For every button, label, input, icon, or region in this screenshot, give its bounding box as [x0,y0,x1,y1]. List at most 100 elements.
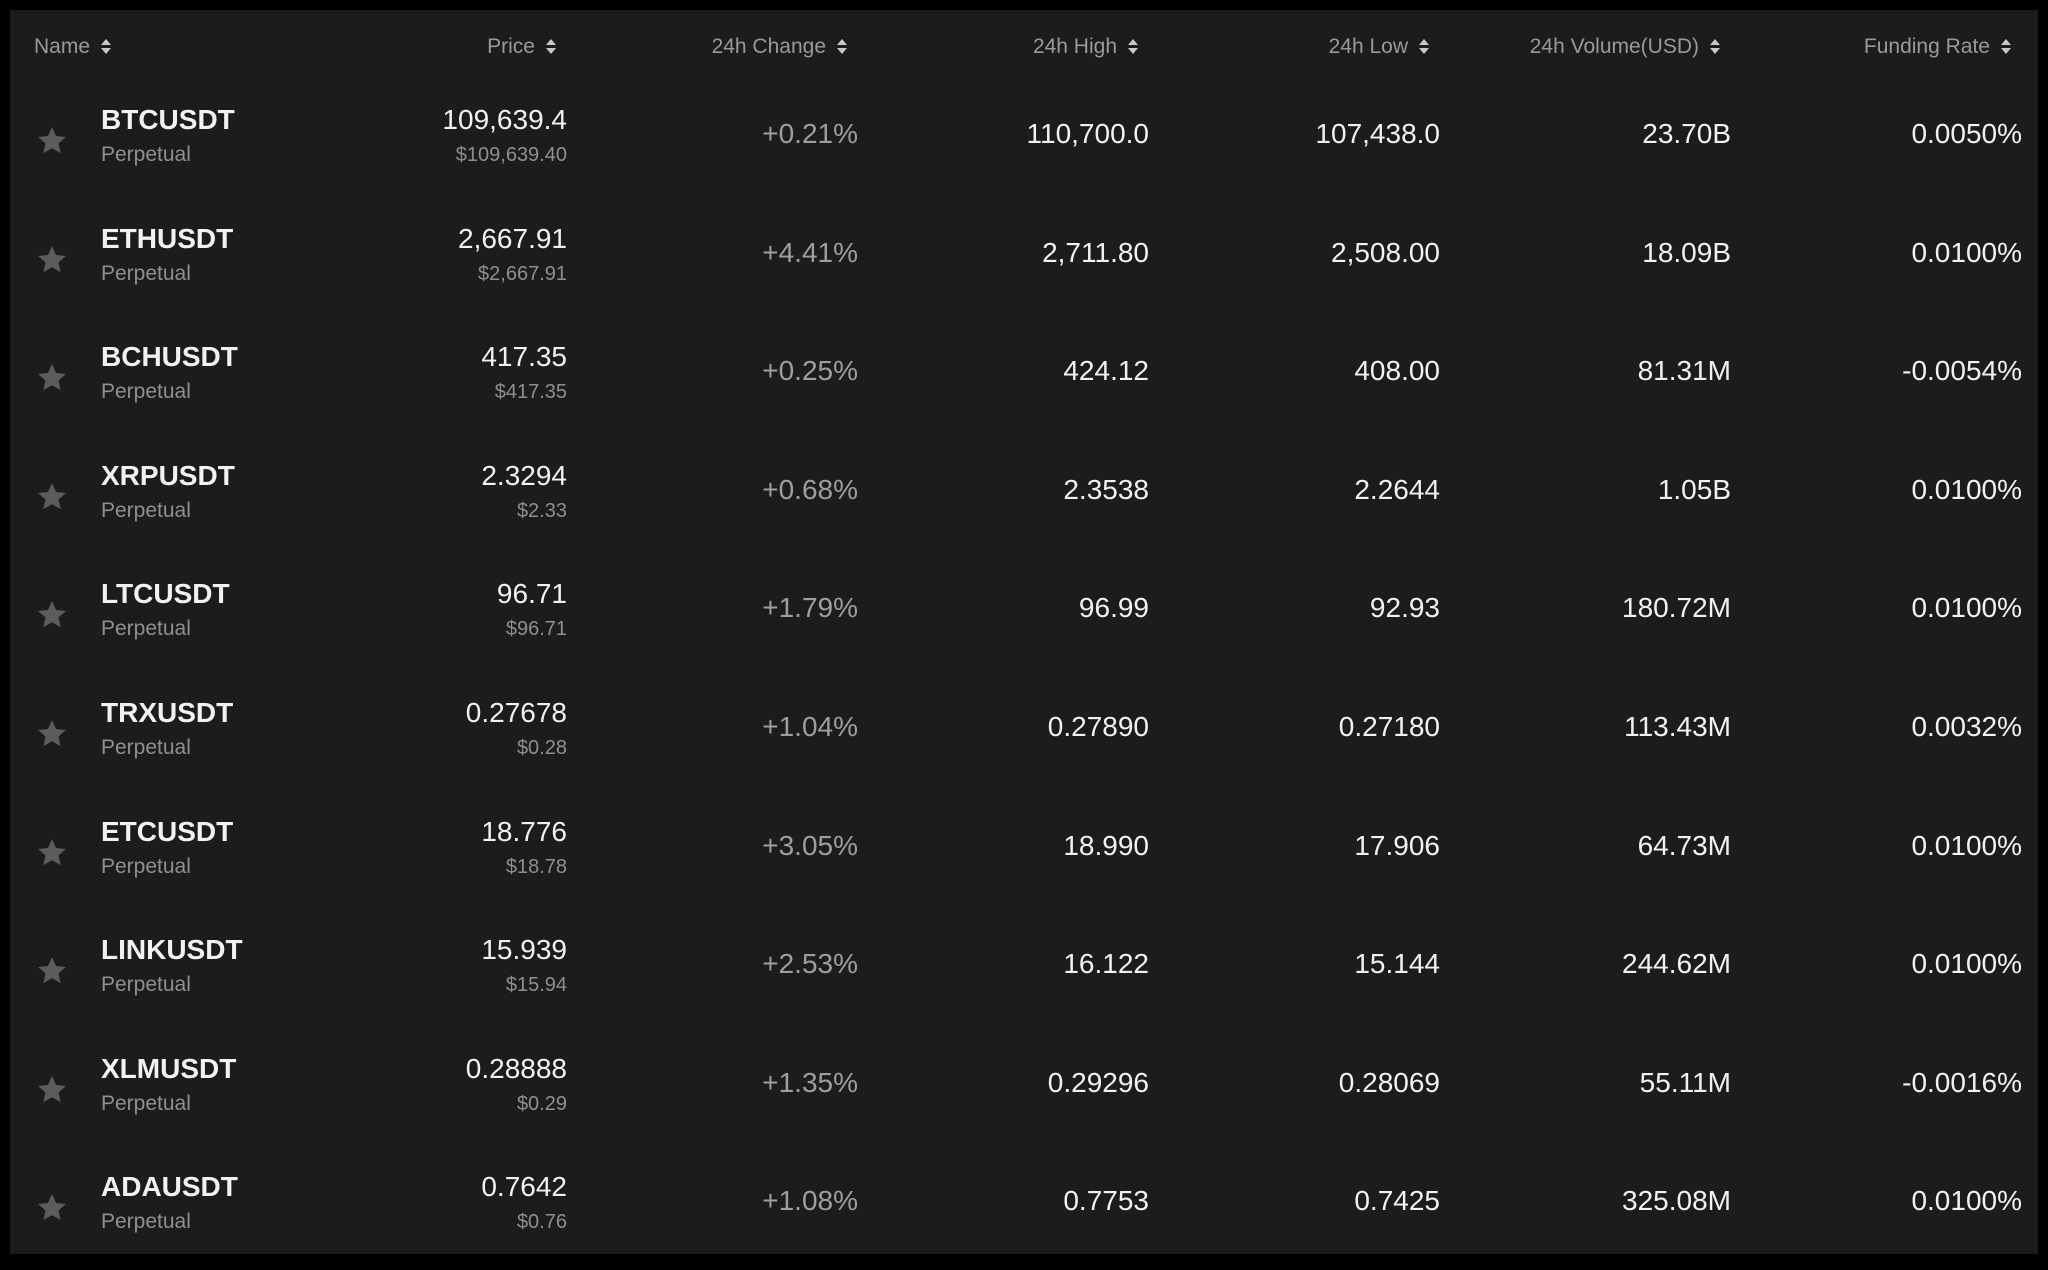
sort-arrows-icon [545,37,557,57]
price-usd: $417.35 [494,381,567,404]
star-icon[interactable] [35,954,69,988]
sort-by-high[interactable]: 24h High [839,10,1139,84]
sort-by-change[interactable]: 24h Change [548,10,848,84]
change-24h: +0.21% [762,118,858,149]
table-row[interactable]: LINKUSDT Perpetual 15.939 $15.94 +2.53% … [10,914,2038,1033]
column-header-change: 24h Change [711,35,826,58]
star-icon[interactable] [35,1191,69,1225]
table-row[interactable]: ADAUSDT Perpetual 0.7642 $0.76 +1.08% 0.… [10,1151,2038,1270]
low-24h: 107,438.0 [1315,118,1440,149]
change-24h: +2.53% [762,948,858,980]
change-24h: +0.25% [762,355,858,387]
contract-type: Perpetual [101,1091,191,1115]
column-header-high: 24h High [1032,35,1117,58]
funding-rate: 0.0100% [1911,473,2022,505]
column-header-name: Name [34,35,91,58]
star-icon[interactable] [35,480,69,514]
last-price: 18.776 [481,815,567,847]
symbol: ADAUSDT [101,1171,238,1203]
symbol: BCHUSDT [101,341,238,373]
star-icon[interactable] [35,1073,69,1107]
table-header: Name Price 24h Change 24h High 24h Low 2… [10,10,2038,84]
star-icon[interactable] [35,717,69,751]
funding-rate: 0.0100% [1911,236,2022,268]
last-price: 2,667.91 [458,222,567,254]
contract-type: Perpetual [101,143,191,166]
price-usd: $0.28 [516,736,567,759]
table-row[interactable]: XRPUSDT Perpetual 2.3294 $2.33 +0.68% 2.… [10,440,2038,559]
volume-24h: 325.08M [1622,1185,1731,1217]
change-24h: +1.08% [762,1185,858,1217]
table-row[interactable]: XLMUSDT Perpetual 0.28888 $0.29 +1.35% 0… [10,1033,2038,1152]
change-24h: +0.68% [762,473,858,505]
funding-rate: -0.0054% [1902,355,2022,387]
low-24h: 15.144 [1354,948,1440,980]
change-24h: +3.05% [762,829,858,861]
table-row[interactable]: LTCUSDT Perpetual 96.71 $96.71 +1.79% 96… [10,558,2038,677]
last-price: 0.27678 [465,696,567,728]
funding-rate: -0.0016% [1902,1066,2022,1098]
price-usd: $0.76 [516,1211,567,1234]
symbol: LINKUSDT [101,934,243,966]
sort-arrows-icon [836,37,848,57]
table-row[interactable]: BTCUSDT Perpetual 109,639.4 $109,639.40 … [10,84,2038,203]
high-24h: 16.122 [1063,948,1149,980]
sort-arrows-icon [1709,37,1721,57]
column-header-price: Price [487,35,535,58]
table-row[interactable]: TRXUSDT Perpetual 0.27678 $0.28 +1.04% 0… [10,677,2038,796]
price-usd: $2.33 [516,499,567,522]
change-24h: +1.79% [762,592,858,624]
sort-arrows-icon [1127,37,1139,57]
last-price: 96.71 [496,578,567,610]
low-24h: 0.28069 [1338,1066,1440,1098]
low-24h: 0.27180 [1338,710,1440,742]
sort-by-funding[interactable]: Funding Rate [1712,10,2012,84]
star-icon[interactable] [35,836,69,870]
funding-rate: 0.0050% [1911,118,2022,149]
table-row[interactable]: ETHUSDT Perpetual 2,667.91 $2,667.91 +4.… [10,203,2038,322]
sort-by-price[interactable]: Price [257,10,557,84]
last-price: 15.939 [481,934,567,966]
change-24h: +1.35% [762,1066,858,1098]
high-24h: 0.7753 [1063,1185,1149,1217]
symbol: XRPUSDT [101,459,235,491]
star-icon[interactable] [35,124,69,158]
funding-rate: 0.0100% [1911,592,2022,624]
high-24h: 2,711.80 [1042,236,1149,268]
sort-by-low[interactable]: 24h Low [1130,10,1430,84]
volume-24h: 180.72M [1622,592,1731,624]
low-24h: 2,508.00 [1331,236,1440,268]
column-header-funding: Funding Rate [1863,35,1990,58]
symbol: TRXUSDT [101,696,234,728]
star-icon[interactable] [35,361,69,395]
volume-24h: 55.11M [1639,1066,1731,1098]
sort-by-volume[interactable]: 24h Volume(USD) [1421,10,1721,84]
contract-type: Perpetual [101,735,191,759]
low-24h: 17.906 [1354,829,1440,861]
volume-24h: 18.09B [1642,236,1731,268]
funding-rate: 0.0100% [1911,829,2022,861]
funding-rate: 0.0100% [1911,1185,2022,1217]
last-price: 0.7642 [481,1171,567,1203]
sort-arrows-icon [100,37,112,57]
sort-by-name[interactable]: Name [34,10,112,84]
volume-24h: 244.62M [1622,948,1731,980]
star-icon[interactable] [35,598,69,632]
last-price: 0.28888 [465,1052,567,1084]
price-usd: $18.78 [505,855,567,878]
table-body: BTCUSDT Perpetual 109,639.4 $109,639.40 … [10,84,2038,1270]
star-icon[interactable] [35,243,69,277]
table-row[interactable]: ETCUSDT Perpetual 18.776 $18.78 +3.05% 1… [10,796,2038,915]
table-row[interactable]: BCHUSDT Perpetual 417.35 $417.35 +0.25% … [10,321,2038,440]
volume-24h: 113.43M [1624,710,1731,742]
volume-24h: 64.73M [1637,829,1731,861]
high-24h: 96.99 [1078,592,1149,624]
price-usd: $2,667.91 [478,262,567,285]
funding-rate: 0.0032% [1911,710,2022,742]
contract-type: Perpetual [101,380,191,404]
change-24h: +4.41% [762,236,858,268]
high-24h: 2.3538 [1063,473,1149,505]
price-usd: $15.94 [505,974,567,997]
contract-type: Perpetual [101,1210,191,1234]
sort-arrows-icon [2000,37,2012,57]
